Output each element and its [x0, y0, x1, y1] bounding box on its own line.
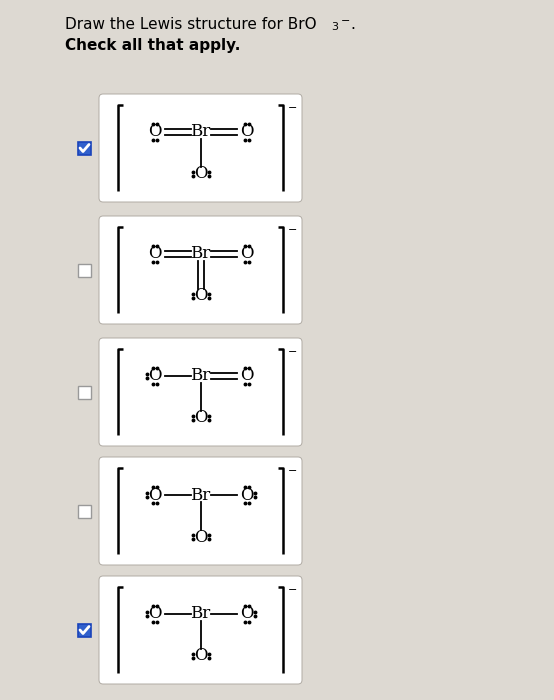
- Text: O: O: [240, 368, 253, 384]
- FancyBboxPatch shape: [99, 94, 302, 202]
- Text: .: .: [350, 17, 355, 32]
- Bar: [78, 386, 91, 398]
- Text: Br: Br: [191, 486, 211, 503]
- Text: O: O: [148, 606, 161, 622]
- Text: O: O: [194, 528, 207, 545]
- Text: −: −: [288, 585, 297, 595]
- Text: 3: 3: [331, 22, 338, 32]
- Text: O: O: [240, 486, 253, 503]
- Text: O: O: [194, 410, 207, 426]
- Text: O: O: [194, 648, 207, 664]
- Text: −: −: [341, 16, 350, 26]
- Text: −: −: [288, 225, 297, 235]
- Text: Br: Br: [191, 368, 211, 384]
- Text: Br: Br: [191, 123, 211, 141]
- Text: O: O: [240, 123, 253, 141]
- Text: O: O: [148, 246, 161, 262]
- Text: −: −: [288, 347, 297, 357]
- FancyBboxPatch shape: [99, 338, 302, 446]
- Text: Draw the Lewis structure for BrO: Draw the Lewis structure for BrO: [65, 17, 317, 32]
- Bar: [78, 624, 91, 636]
- Text: O: O: [194, 288, 207, 304]
- FancyBboxPatch shape: [99, 576, 302, 684]
- Text: O: O: [148, 486, 161, 503]
- Text: O: O: [194, 165, 207, 183]
- Text: O: O: [148, 368, 161, 384]
- Text: O: O: [148, 123, 161, 141]
- Text: O: O: [240, 246, 253, 262]
- Bar: [78, 141, 91, 155]
- Text: −: −: [288, 466, 297, 476]
- Text: Br: Br: [191, 606, 211, 622]
- Bar: [78, 263, 91, 276]
- FancyBboxPatch shape: [99, 457, 302, 565]
- Text: Check all that apply.: Check all that apply.: [65, 38, 240, 53]
- Text: −: −: [288, 103, 297, 113]
- FancyBboxPatch shape: [99, 216, 302, 324]
- Text: Br: Br: [191, 246, 211, 262]
- Text: O: O: [240, 606, 253, 622]
- Bar: [78, 505, 91, 517]
